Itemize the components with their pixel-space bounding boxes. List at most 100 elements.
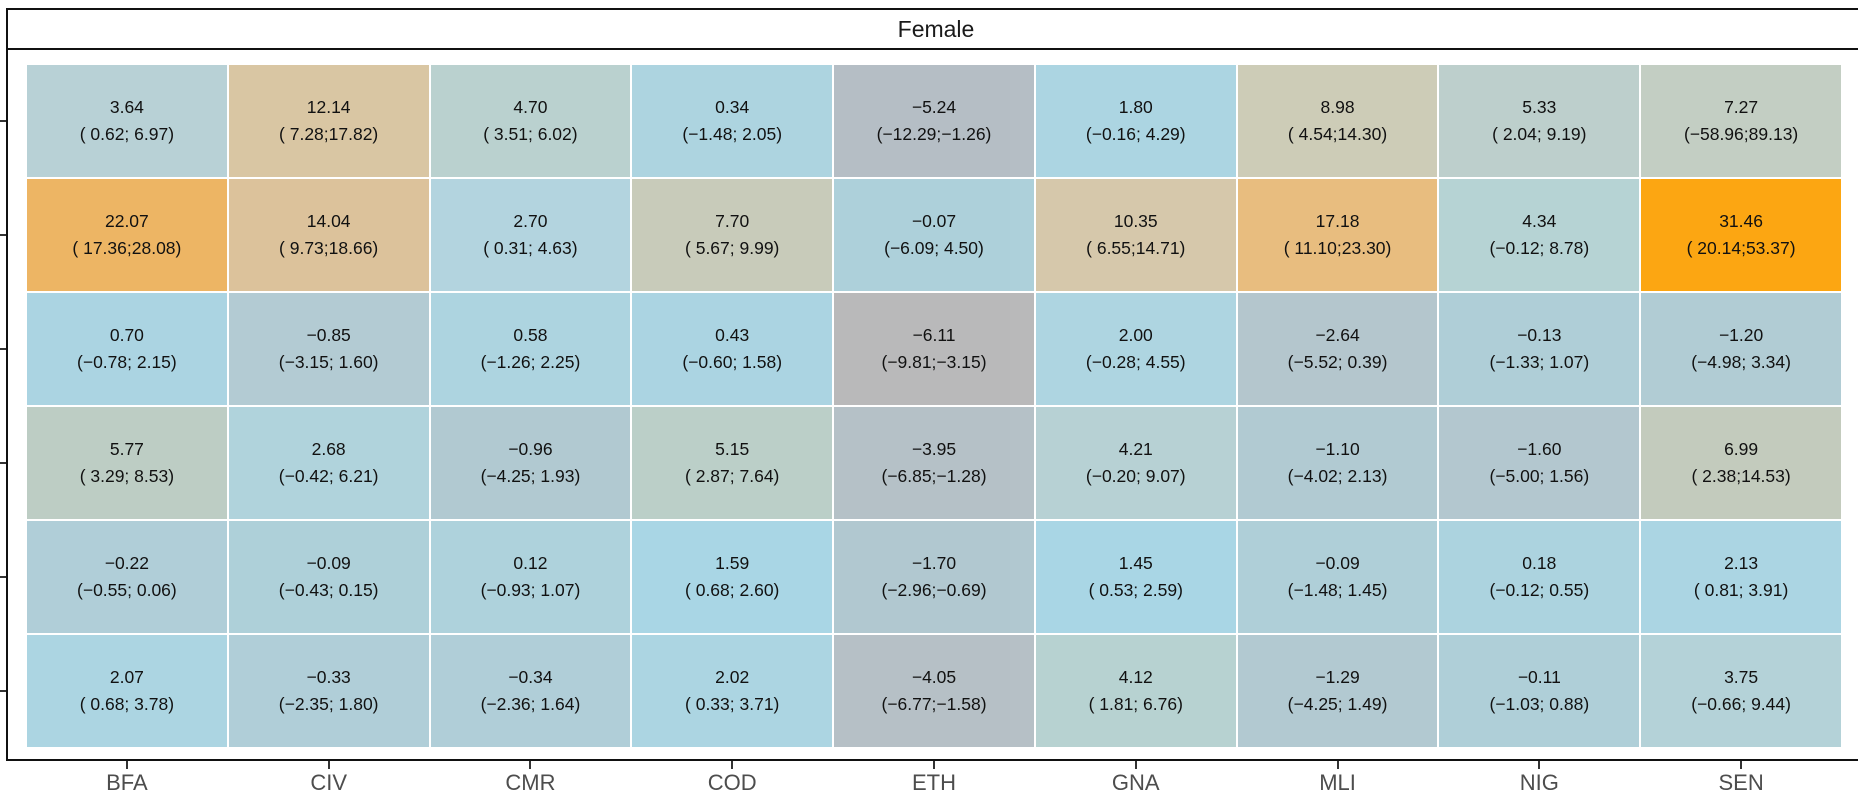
cell-value: 4.12 [1118, 667, 1153, 687]
heatmap-cell: 2.68 (−0.42; 6.21) [227, 406, 430, 520]
cell-value: 4.34 [1522, 211, 1557, 231]
heatmap-cell: 5.77 ( 3.29; 8.53) [26, 406, 228, 520]
cell-interval: (−0.20; 9.07) [1085, 466, 1186, 486]
cell-value: 4.21 [1118, 439, 1153, 459]
heatmap-cell: 4.34 (−0.12; 8.78) [1438, 178, 1641, 292]
cell-value: −6.11 [912, 325, 956, 345]
cell-value: −1.29 [1315, 667, 1360, 687]
cell-interval: ( 11.10;23.30) [1283, 238, 1392, 258]
heatmap-cell: 0.58 (−1.26; 2.25) [429, 292, 632, 406]
cell-interval: ( 4.54;14.30) [1287, 124, 1388, 144]
heatmap-cell: −0.85 (−3.15; 1.60) [227, 292, 430, 406]
heatmap-cell: 2.07 ( 0.68; 3.78) [26, 634, 228, 748]
heatmap-cell: 5.15 ( 2.87; 7.64) [631, 406, 834, 520]
heatmap-cell: −0.11 (−1.03; 0.88) [1438, 634, 1641, 748]
heatmap-cell: 22.07 ( 17.36;28.08) [26, 178, 228, 292]
cell-interval: ( 1.81; 6.76) [1088, 694, 1183, 714]
heatmap-cell: 8.98 ( 4.54;14.30) [1236, 64, 1439, 178]
cell-value: 2.13 [1724, 553, 1759, 573]
heatmap-cell: 2.13 ( 0.81; 3.91) [1640, 520, 1842, 634]
cell-value: 2.00 [1118, 325, 1153, 345]
heatmap-cell: 0.43 (−0.60; 1.58) [631, 292, 834, 406]
cell-interval: (−9.81;−3.15) [881, 352, 987, 372]
cell-interval: (−1.33; 1.07) [1489, 352, 1590, 372]
cell-interval: (−6.09; 4.50) [884, 238, 984, 258]
x-tick [731, 761, 734, 769]
cell-value: 4.70 [513, 97, 548, 117]
cell-value: −4.05 [911, 667, 957, 687]
cell-value: 2.68 [311, 439, 346, 459]
heatmap-cell: −0.96 (−4.25; 1.93) [429, 406, 632, 520]
x-tick-label: NIG [1519, 770, 1559, 795]
cell-interval: ( 0.68; 3.78) [79, 694, 175, 714]
heatmap-cell: −1.29 (−4.25; 1.49) [1236, 634, 1439, 748]
cell-value: −5.24 [911, 97, 957, 117]
heatmap-cell: 4.12 ( 1.81; 6.76) [1034, 634, 1237, 748]
cell-value: 0.18 [1522, 553, 1557, 573]
cell-interval: (−2.96;−0.69) [881, 580, 987, 600]
cell-value: 5.33 [1522, 97, 1557, 117]
cell-interval: ( 3.29; 8.53) [79, 466, 175, 486]
cell-interval: ( 20.14;53.37) [1686, 238, 1796, 258]
heatmap-cell: 4.70 ( 3.51; 6.02) [429, 64, 632, 178]
cell-interval: (−1.26; 2.25) [480, 352, 581, 372]
heatmap-cell: 1.80 (−0.16; 4.29) [1034, 64, 1237, 178]
cell-interval: (−2.35; 1.80) [278, 694, 379, 714]
heatmap-cell: 3.64 ( 0.62; 6.97) [26, 64, 228, 178]
heatmap-cell: −1.20 (−4.98; 3.34) [1640, 292, 1842, 406]
heatmap-cell: −0.07 (−6.09; 4.50) [833, 178, 1035, 292]
y-tick [0, 348, 6, 350]
cell-value: 1.45 [1118, 553, 1153, 573]
heatmap-cell: −2.64 (−5.52; 0.39) [1236, 292, 1439, 406]
cell-interval: (−0.78; 2.15) [77, 352, 177, 372]
heatmap-cell: 31.46 ( 20.14;53.37) [1640, 178, 1842, 292]
cell-interval: ( 0.81; 3.91) [1693, 580, 1789, 600]
heatmap-cell: −0.09 (−0.43; 0.15) [227, 520, 430, 634]
y-tick [0, 234, 6, 236]
cell-interval: ( 2.87; 7.64) [685, 466, 780, 486]
x-tick [529, 761, 532, 769]
cell-value: −3.95 [911, 439, 957, 459]
cell-value: −0.13 [1517, 325, 1562, 345]
cell-interval: (−5.52; 0.39) [1287, 352, 1388, 372]
cell-value: −1.70 [911, 553, 957, 573]
cell-interval: (−0.28; 4.55) [1085, 352, 1186, 372]
heatmap-cell: 0.70 (−0.78; 2.15) [26, 292, 228, 406]
cell-value: −0.34 [508, 667, 553, 687]
cell-value: 7.27 [1724, 97, 1759, 117]
heatmap-cell: −5.24 (−12.29;−1.26) [833, 64, 1035, 178]
cell-interval: (−4.25; 1.49) [1287, 694, 1388, 714]
cell-interval: (−0.60; 1.58) [682, 352, 783, 372]
facet-strip: Female [6, 8, 1858, 50]
cell-value: −1.60 [1517, 439, 1562, 459]
x-tick-label: CMR [505, 770, 556, 795]
cell-value: 3.75 [1724, 667, 1759, 687]
cell-value: 5.77 [109, 439, 144, 459]
cell-value: 22.07 [104, 211, 149, 231]
heatmap-cell: 1.45 ( 0.53; 2.59) [1034, 520, 1237, 634]
cell-value: −0.11 [1517, 667, 1561, 687]
cell-interval: (−0.93; 1.07) [480, 580, 581, 600]
heatmap-cell: −1.60 (−5.00; 1.56) [1438, 406, 1641, 520]
cell-value: −0.96 [508, 439, 553, 459]
cell-value: 1.59 [715, 553, 750, 573]
cell-interval: (−0.43; 0.15) [278, 580, 379, 600]
x-tick-label: COD [707, 770, 757, 795]
heatmap-cell: 7.70 ( 5.67; 9.99) [631, 178, 834, 292]
cell-interval: ( 0.33; 3.71) [685, 694, 780, 714]
heatmap-cell: −0.33 (−2.35; 1.80) [227, 634, 430, 748]
heatmap-grid: 3.64 ( 0.62; 6.97) 12.14 ( 7.28;17.82) 4.70 (… [26, 64, 1842, 748]
cell-interval: (−1.48; 1.45) [1287, 580, 1388, 600]
x-tick [1740, 761, 1743, 769]
heatmap-cell: 12.14 ( 7.28;17.82) [227, 64, 430, 178]
cell-interval: (−0.16; 4.29) [1085, 124, 1186, 144]
y-axis-ticks [0, 0, 6, 796]
cell-interval: ( 17.36;28.08) [72, 238, 182, 258]
cell-interval: (−1.48; 2.05) [682, 124, 783, 144]
cell-interval: (−4.98; 3.34) [1691, 352, 1791, 372]
x-tick-label: SEN [1718, 770, 1764, 795]
cell-value: 1.80 [1118, 97, 1153, 117]
heatmap-cell: 6.99 ( 2.38;14.53) [1640, 406, 1842, 520]
heatmap-cell: 2.02 ( 0.33; 3.71) [631, 634, 834, 748]
heatmap-cell: 5.33 ( 2.04; 9.19) [1438, 64, 1641, 178]
